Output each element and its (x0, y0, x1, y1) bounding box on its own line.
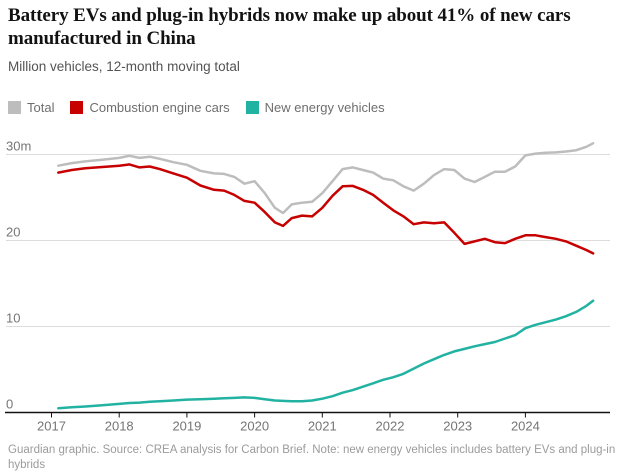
series-line-combustion-engine-cars (57, 163, 595, 255)
legend-item-total: Total (8, 100, 54, 115)
x-tick-label: 2017 (37, 419, 66, 434)
x-tick-label: 2019 (172, 419, 201, 434)
chart-subtitle: Million vehicles, 12-month moving total (8, 59, 240, 74)
legend-swatch-total (8, 101, 21, 114)
legend: Total Combustion engine cars New energy … (8, 100, 385, 115)
y-tick-label: 20 (6, 225, 20, 240)
line-chart: 30m 20 10 0 2017 2018 2019 2020 2021 2022 2023 2024 (5, 139, 610, 434)
y-tick-label: 10 (6, 311, 20, 326)
x-tick-label: 2024 (511, 419, 540, 434)
legend-label-total: Total (27, 100, 55, 115)
series-line-new-energy-vehicles (57, 299, 595, 410)
x-tick-label: 2022 (376, 419, 405, 434)
series-line-total (57, 142, 595, 215)
legend-swatch-combustion (70, 101, 84, 114)
legend-label-combustion: Combustion engine cars (89, 100, 230, 115)
x-tick-label: 2021 (308, 419, 337, 434)
y-tick-label: 30m (6, 139, 31, 154)
x-tick-label: 2018 (105, 419, 134, 434)
legend-item-nev: New energy vehicles (245, 100, 385, 115)
legend-item-combustion: Combustion engine cars (70, 100, 230, 115)
source-note: Guardian graphic. Source: CREA analysis … (8, 444, 616, 471)
x-tick-label: 2020 (240, 419, 269, 434)
x-tick-label: 2023 (443, 419, 472, 434)
chart-title: Battery EVs and plug-in hybrids now make… (8, 5, 571, 49)
legend-label-nev: New energy vehicles (264, 100, 385, 115)
y-tick-label: 0 (6, 397, 13, 412)
legend-swatch-nev (245, 101, 259, 114)
